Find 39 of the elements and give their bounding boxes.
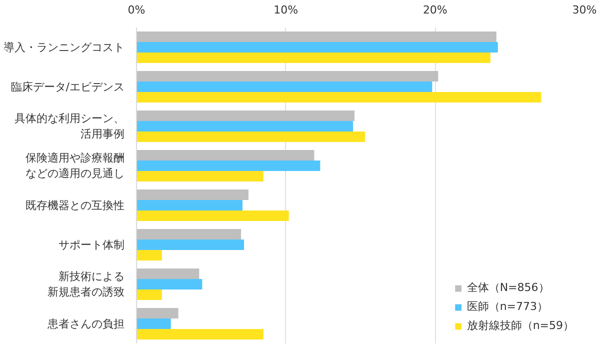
bar bbox=[136, 278, 202, 290]
bar bbox=[136, 189, 248, 200]
bar bbox=[136, 70, 438, 82]
y-tick-label: 臨床データ/エビデンス bbox=[10, 80, 125, 94]
bar bbox=[136, 268, 200, 279]
bar bbox=[136, 250, 162, 261]
x-tick-label: 20% bbox=[422, 4, 448, 16]
bar bbox=[136, 160, 320, 172]
bar bbox=[136, 42, 498, 53]
bar bbox=[136, 329, 264, 340]
legend-label: 全体（N=856） bbox=[466, 280, 550, 295]
y-tick-label: サポート体制 bbox=[58, 238, 124, 252]
bar bbox=[136, 120, 354, 132]
bar bbox=[136, 200, 243, 211]
bar bbox=[136, 81, 432, 92]
bar bbox=[136, 132, 365, 142]
x-tick-label: 10% bbox=[274, 4, 298, 16]
bar bbox=[136, 308, 178, 318]
y-tick-label: 保険適用や診療報酬などの適用の見通し bbox=[26, 151, 124, 180]
x-tick-label: 0% bbox=[128, 4, 146, 16]
bar bbox=[136, 52, 490, 64]
bar bbox=[136, 171, 264, 182]
bar bbox=[136, 150, 314, 160]
bar bbox=[136, 92, 542, 103]
bar bbox=[136, 228, 242, 240]
bar bbox=[136, 239, 244, 250]
bar bbox=[136, 110, 355, 121]
bar bbox=[136, 290, 162, 300]
y-tick-label: 導入・ランニングコスト bbox=[4, 40, 124, 54]
bar bbox=[136, 31, 496, 42]
y-tick-label: 患者さんの負担 bbox=[46, 317, 124, 330]
legend-label: 医師（n=773） bbox=[466, 299, 548, 314]
y-tick-label: 具体的な利用シーン、活用事例 bbox=[14, 112, 124, 141]
bar bbox=[136, 318, 171, 330]
legend-label: 放射線技師（n=59） bbox=[466, 318, 574, 333]
bar bbox=[136, 210, 289, 222]
y-tick-label: 新技術による新規患者の誘致 bbox=[48, 270, 124, 299]
y-tick-label: 既存機器との互換性 bbox=[26, 198, 124, 212]
x-tick-label: 30% bbox=[572, 4, 597, 16]
